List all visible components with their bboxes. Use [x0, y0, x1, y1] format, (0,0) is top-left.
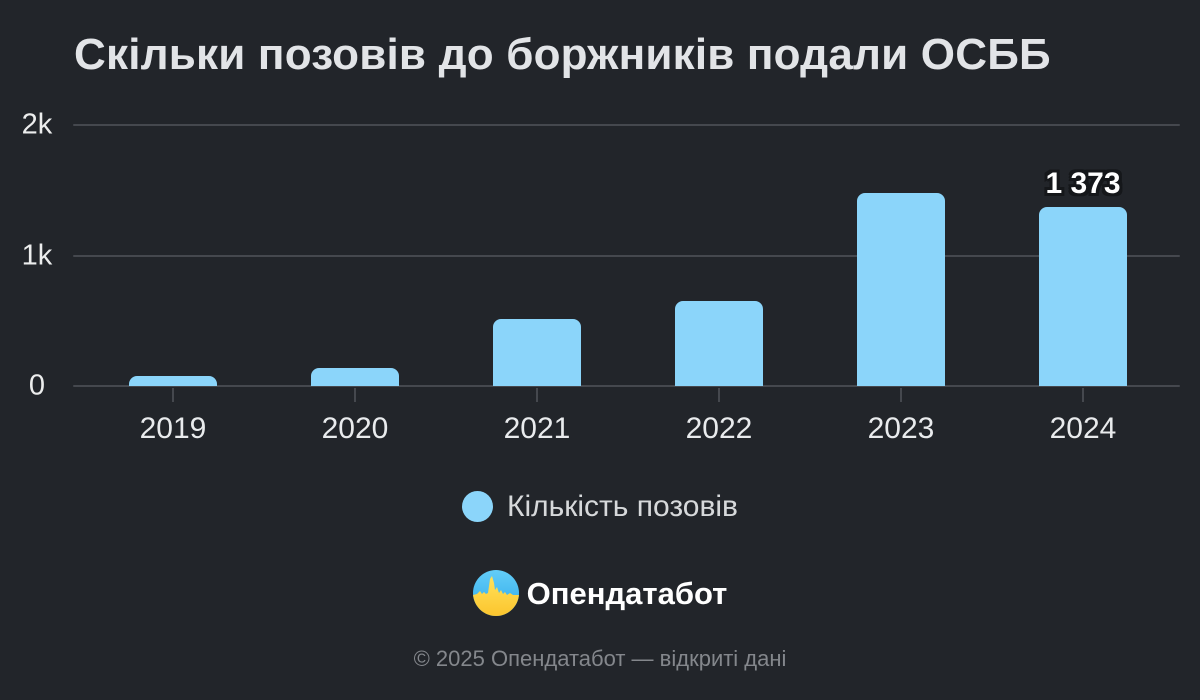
- x-axis-label-2021: 2021: [503, 412, 571, 445]
- x-tick-2021: [536, 388, 538, 402]
- chart-title: Скільки позовів до боржників подали ОСББ: [74, 30, 1051, 79]
- x-tick-2023: [900, 388, 902, 402]
- x-tick-2022: [718, 388, 720, 402]
- x-axis-label-2023: 2023: [867, 412, 935, 445]
- x-tick-2019: [172, 388, 174, 402]
- bar-2022[interactable]: [675, 301, 763, 386]
- bar-2023[interactable]: [857, 192, 945, 386]
- x-axis-label-2019: 2019: [139, 412, 207, 445]
- x-axis-label-2024: 2024: [1049, 412, 1117, 445]
- opendatabot-logo-icon: [472, 570, 519, 616]
- x-tick-2024: [1082, 388, 1084, 402]
- legend-marker-icon: [461, 491, 493, 522]
- x-axis-label-2022: 2022: [685, 412, 753, 445]
- legend-item-label: Кількість позовів: [506, 489, 738, 523]
- footer-copyright: © 2025 Опендатабот — відкриті дані: [413, 646, 787, 671]
- gridline-0: [73, 385, 1180, 387]
- gridline-2k: [73, 124, 1180, 126]
- brand-name: Опендатабот: [526, 575, 728, 611]
- bar-2019[interactable]: [129, 375, 217, 386]
- plot-area: 0 1k 2k 2019 2020 2021 2022 2023 2024 1 373: [21, 108, 1180, 445]
- x-axis-label-2020: 2020: [321, 412, 389, 445]
- brand: Опендатабот: [0, 570, 1200, 616]
- legend-item-lawsuits[interactable]: Кількість позовів: [461, 489, 738, 523]
- y-axis-label-1k: 1k: [21, 239, 53, 271]
- y-axis-label-2k: 2k: [21, 108, 53, 141]
- y-axis-label-0: 0: [28, 369, 46, 402]
- bar-2024[interactable]: [1039, 206, 1127, 386]
- legend: Кількість позовів: [0, 491, 1200, 522]
- bar-2020[interactable]: [311, 367, 399, 386]
- value-label-2024: 1 373: [1045, 166, 1121, 200]
- gridline-1k: [73, 254, 1180, 257]
- x-tick-2020: [354, 388, 356, 402]
- bar-2021[interactable]: [493, 319, 581, 386]
